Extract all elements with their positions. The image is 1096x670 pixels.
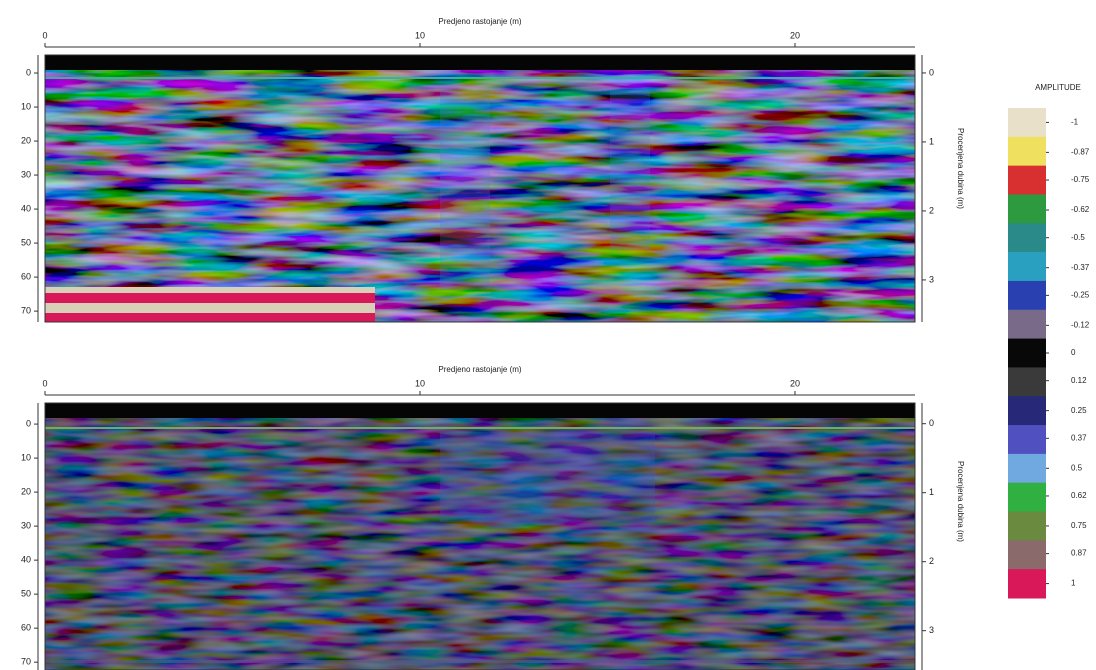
colorbar-tick-label: -0.25: [1071, 290, 1090, 299]
y2-tick-label: 0: [929, 418, 934, 428]
colorbar-tick-label: 0.62: [1071, 491, 1087, 500]
x-tick-label: 20: [790, 378, 800, 388]
colorbar-band: [1008, 137, 1046, 166]
y2-axis-title: Procenjena dubina (m): [956, 461, 965, 542]
colorbar-tick-label: 0.87: [1071, 549, 1087, 558]
x-tick-label: 10: [415, 378, 425, 388]
x-tick-label: 10: [415, 30, 425, 40]
colorbar-band: [1008, 281, 1046, 310]
y-tick-label: 60: [21, 623, 31, 633]
radargram-image: [45, 55, 915, 322]
colorbar-tick-label: 0.75: [1071, 521, 1087, 530]
y-tick-label: 40: [21, 555, 31, 565]
y-tick-label: 40: [21, 203, 31, 213]
colorbar-band: [1008, 367, 1046, 396]
colorbar-band: [1008, 310, 1046, 339]
colorbar-band: [1008, 166, 1046, 195]
colorbar-tick-label: 0.37: [1071, 433, 1087, 442]
y-tick-label: 50: [21, 237, 31, 247]
y-tick-label: 10: [21, 101, 31, 111]
y2-tick-label: 3: [929, 274, 934, 284]
colorbar-band: [1008, 223, 1046, 252]
colorbar-tick-label: 0.5: [1071, 463, 1083, 472]
colorbar-tick-label: 0.12: [1071, 376, 1087, 385]
colorbar-band: [1008, 194, 1046, 223]
y2-tick-label: 2: [929, 205, 934, 215]
y-tick-label: 30: [21, 521, 31, 531]
y-tick-label: 30: [21, 169, 31, 179]
y2-tick-label: 1: [929, 487, 934, 497]
x-tick-label: 0: [42, 378, 47, 388]
y-tick-label: 20: [21, 135, 31, 145]
colorbar-band: [1008, 512, 1046, 541]
colorbar-tick-label: 1: [1071, 579, 1076, 588]
y2-tick-label: 1: [929, 136, 934, 146]
colorbar-tick-label: 0: [1071, 348, 1076, 357]
colorbar-tick-label: -0.5: [1071, 233, 1085, 242]
colorbar-band: [1008, 540, 1046, 569]
colorbar-tick-label: -1: [1071, 118, 1079, 127]
colorbar-band: [1008, 425, 1046, 454]
colorbar-band: [1008, 483, 1046, 512]
y2-axis-title: Procenjena dubina (m): [956, 128, 965, 209]
y-tick-label: 70: [21, 657, 31, 667]
y2-tick-label: 2: [929, 556, 934, 566]
colorbar-band: [1008, 252, 1046, 281]
x-axis-title: Predjeno rastojanje (m): [438, 365, 521, 374]
colorbar-title: AMPLITUDE: [1035, 83, 1081, 92]
y-tick-label: 0: [26, 418, 31, 428]
colorbar-band: [1008, 339, 1046, 368]
colorbar-tick-label: -0.62: [1071, 205, 1090, 214]
x-axis-title: Predjeno rastojanje (m): [438, 17, 521, 26]
colorbar-band: [1008, 454, 1046, 483]
y-tick-label: 20: [21, 486, 31, 496]
y-tick-label: 70: [21, 305, 31, 315]
y-tick-label: 60: [21, 271, 31, 281]
radargram-image: [45, 403, 915, 670]
colorbar-tick-label: -0.75: [1071, 175, 1090, 184]
y-tick-label: 0: [26, 67, 31, 77]
colorbar-band: [1008, 569, 1046, 598]
y2-tick-label: 3: [929, 625, 934, 635]
y-tick-label: 10: [21, 452, 31, 462]
x-tick-label: 20: [790, 30, 800, 40]
colorbar-band: [1008, 108, 1046, 137]
colorbar-tick-label: 0.25: [1071, 406, 1087, 415]
radargram-page: Predjeno rastojanje (m)01020010203040506…: [0, 0, 1096, 670]
y-tick-label: 50: [21, 589, 31, 599]
colorbar-tick-label: -0.37: [1071, 263, 1090, 272]
colorbar-band: [1008, 396, 1046, 425]
colorbar-tick-label: -0.87: [1071, 147, 1090, 156]
y2-tick-label: 0: [929, 67, 934, 77]
colorbar-tick-label: -0.12: [1071, 320, 1090, 329]
x-tick-label: 0: [42, 30, 47, 40]
